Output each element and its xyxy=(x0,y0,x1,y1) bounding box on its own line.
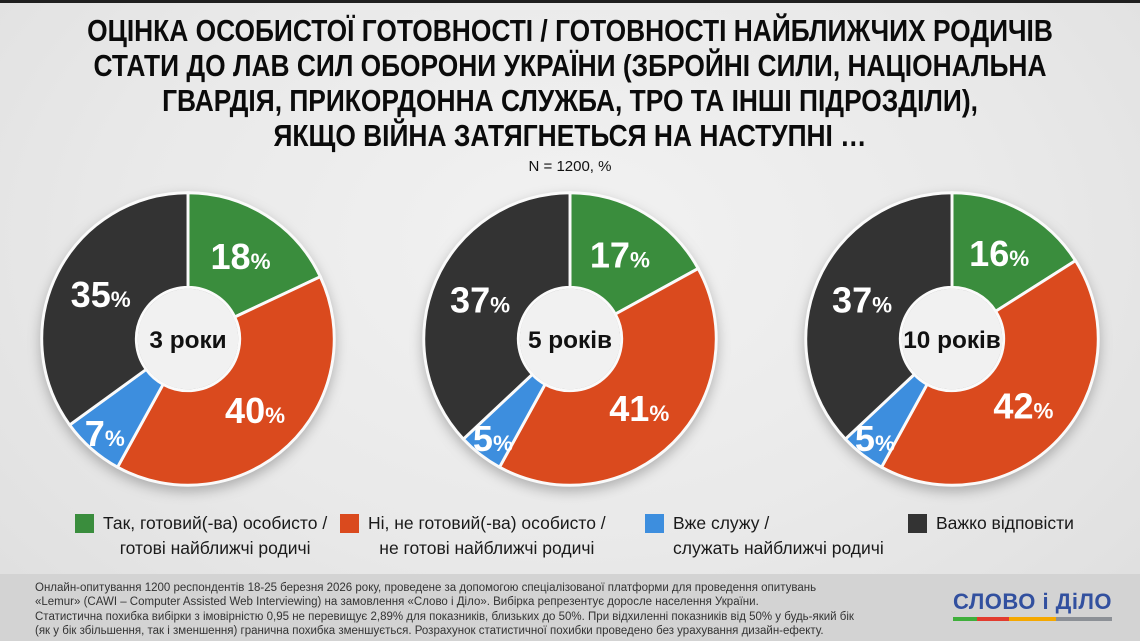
logo-bar-segment xyxy=(976,617,1009,621)
donut-center-label: 5 років xyxy=(528,327,612,354)
legend-label-line: служать найближчі родичі xyxy=(673,538,884,558)
slice-value-label: 40% xyxy=(225,390,285,431)
logo-bar-segment xyxy=(1056,617,1112,621)
donut-slice xyxy=(40,191,190,428)
slice-value-label: 16% xyxy=(969,233,1029,274)
donut-hole xyxy=(137,288,239,390)
charts-row: 18% 40% 7% 35% 3 роки 17% 41% 5% 37% 5 років 16% 42… xyxy=(0,183,1140,495)
blue-swatch-icon xyxy=(645,514,664,533)
dark-swatch-icon xyxy=(908,514,927,533)
slovo-i-dilo-logo: СЛОВО і ДіЛО xyxy=(952,589,1112,621)
logo-bar-segment xyxy=(1008,617,1057,621)
slice-value-label: 5% xyxy=(855,418,895,459)
slice-value-label: 35% xyxy=(71,274,131,315)
page-title-line-1: ОЦІНКА ОСОБИСТОЇ ГОТОВНОСТІ / ГОТОВНОСТІ… xyxy=(87,13,1053,48)
donut-chart-3-роки: 18% 40% 7% 35% 3 роки xyxy=(32,183,344,495)
donut-slice xyxy=(879,258,1100,487)
orange-swatch-icon xyxy=(340,514,359,533)
slice-value-label: 5% xyxy=(473,418,513,459)
legend-item-not-ready: Ні, не готовий(-ва) особисто / не готові… xyxy=(340,511,606,561)
slice-value-label: 37% xyxy=(832,280,892,321)
legend-label-line: не готові найближчі родичі xyxy=(379,538,595,558)
page-title-line-3: ГВАРДІЯ, ПРИКОРДОННА СЛУЖБА, ТРО ТА ІНШІ… xyxy=(162,83,978,118)
donut-hole xyxy=(519,288,621,390)
legend-label: Так, готовий(-ва) особисто / готові найб… xyxy=(103,511,327,561)
legend-label-line: готові найближчі родичі xyxy=(119,538,311,558)
methodology-line: Онлайн-опитування 1200 респондентів 18-2… xyxy=(35,582,817,594)
logo-text: СЛОВО і ДіЛО xyxy=(952,589,1112,614)
donut-slice xyxy=(950,191,1078,314)
donut-center-label: 3 роки xyxy=(149,327,226,354)
top-accent-bar xyxy=(0,0,1140,3)
donut-slice xyxy=(568,191,701,317)
donut-slice xyxy=(186,191,323,319)
slice-value-label: 17% xyxy=(590,234,650,275)
logo-bar-segment xyxy=(952,617,977,621)
donut-center-label: 10 років xyxy=(903,327,1001,354)
legend-label-line: Так, готовий(-ва) особисто / xyxy=(103,513,328,533)
donut-slice xyxy=(804,191,954,442)
methodology-line: Статистична похибка вибірки з імовірніст… xyxy=(35,610,854,623)
legend-label: Важко відповісти xyxy=(936,511,1074,536)
sample-size-note: N = 1200, % xyxy=(528,158,612,175)
methodology-line: «Lemur» (CAWI – Computer Assisted Web In… xyxy=(35,596,759,609)
slice-value-label: 7% xyxy=(85,413,125,454)
methodology-line: (як у бік збільшення, так і зменшення) г… xyxy=(35,625,824,638)
donut-chart-5-років: 17% 41% 5% 37% 5 років xyxy=(414,183,726,495)
donut-svg: 18% 40% 7% 35% 3 роки xyxy=(40,191,336,487)
donut-slice xyxy=(497,266,718,487)
slice-value-label: 18% xyxy=(210,236,270,277)
legend-label: Ні, не готовий(-ва) особисто / не готові… xyxy=(368,511,606,561)
legend-item-already-serving: Вже служу / служать найближчі родичі xyxy=(645,511,884,561)
legend-label-line: Важко відповісти xyxy=(936,513,1074,533)
legend-label-line: Вже служу / xyxy=(673,513,770,533)
donut-slice xyxy=(422,191,572,442)
donut-chart-10-років: 16% 42% 5% 37% 10 років xyxy=(796,183,1108,495)
legend-item-hard-to-answer: Важко відповісти xyxy=(908,511,1074,536)
footer: Онлайн-опитування 1200 респондентів 18-2… xyxy=(0,574,1140,641)
page-title-line-4: ЯКЩО ВІЙНА ЗАТЯГНЕТЬСЯ НА НАСТУПНІ … xyxy=(273,118,867,153)
legend-item-ready: Так, готовий(-ва) особисто / готові найб… xyxy=(75,511,327,561)
donut-slice xyxy=(115,274,336,487)
page-title-line-2: СТАТИ ДО ЛАВ СИЛ ОБОРОНИ УКРАЇНИ (ЗБРОЙН… xyxy=(93,48,1047,83)
chart-legend: Так, готовий(-ва) особисто / готові найб… xyxy=(0,511,1140,567)
slice-value-label: 37% xyxy=(450,280,510,321)
legend-label: Вже служу / служать найближчі родичі xyxy=(673,511,884,561)
methodology-note: Онлайн-опитування 1200 респондентів 18-2… xyxy=(0,574,1140,639)
slice-value-label: 41% xyxy=(609,388,669,429)
header: ОЦІНКА ОСОБИСТОЇ ГОТОВНОСТІ / ГОТОВНОСТІ… xyxy=(0,3,1140,175)
slice-value-label: 42% xyxy=(993,386,1053,427)
donut-svg: 17% 41% 5% 37% 5 років xyxy=(422,191,718,487)
donut-hole xyxy=(901,288,1003,390)
legend-label-line: Ні, не готовий(-ва) особисто / xyxy=(368,513,606,533)
donut-svg: 16% 42% 5% 37% 10 років xyxy=(804,191,1100,487)
logo-underline-bar xyxy=(952,617,1112,621)
green-swatch-icon xyxy=(75,514,94,533)
